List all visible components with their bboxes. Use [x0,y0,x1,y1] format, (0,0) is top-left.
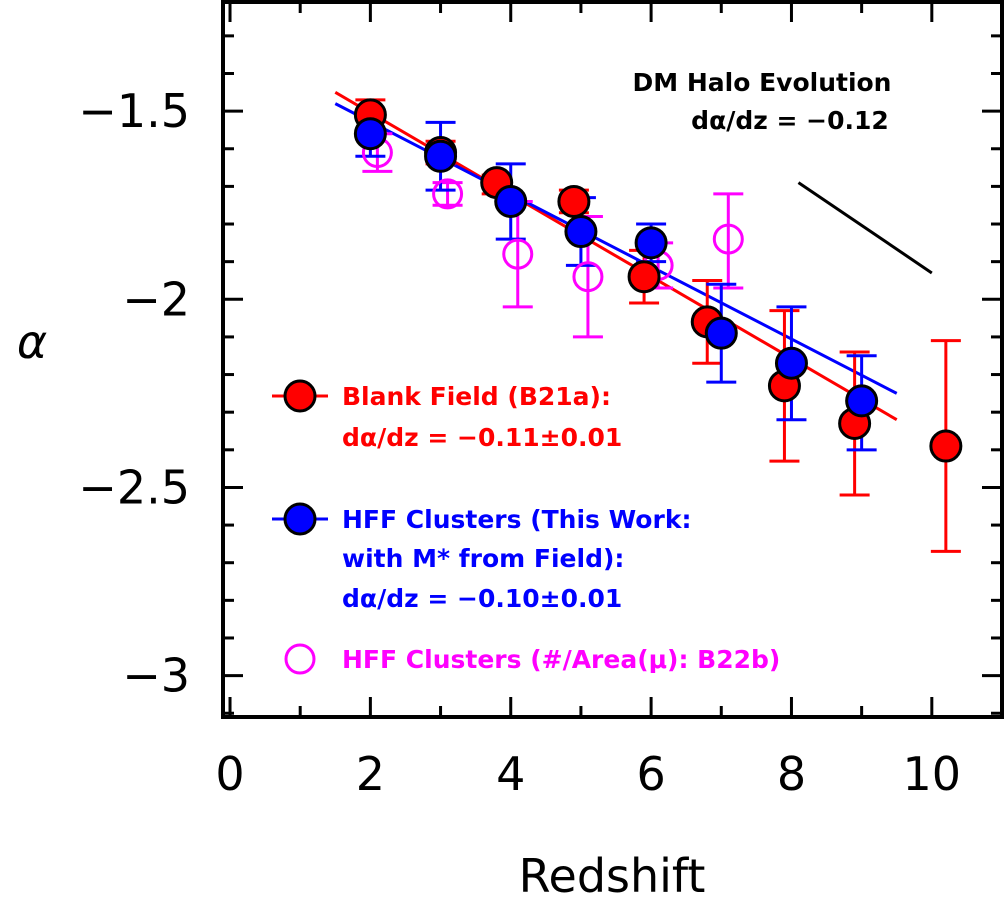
legend-label-hff-b22b: HFF Clusters (#/Area(μ): B22b) [342,645,780,674]
legend-marker-blank-field [283,379,317,413]
y-tick-label: −2.5 [78,460,190,514]
x-axis-title: Redshift [519,849,706,897]
fit-line-series-1 [334,102,898,395]
legend-marker-hff-b22b [284,643,316,675]
tick-labels: 0 2 4 6 8 10 −1.5 −2 −2.5 −3 [78,84,961,801]
x-tick-label: 10 [903,747,962,801]
data-point-open [572,261,604,293]
data-point [845,384,879,418]
data-point-open [432,178,464,210]
legend-label2-hff-clusters: with M* from Field): [342,544,624,573]
y-tick-label: −1.5 [78,84,190,138]
data-point [704,316,738,350]
data-point [557,184,591,218]
x-tick-label: 2 [356,747,385,801]
data-point [424,139,458,173]
x-tick-label: 0 [215,747,244,801]
data-point [564,215,598,249]
data-point [494,184,528,218]
data-point [627,260,661,294]
x-tick-label: 6 [636,747,665,801]
x-tick-label: 4 [496,747,525,801]
legend-label-blank-field: Blank Field (B21a): [342,382,611,411]
y-tick-label: −3 [122,649,190,703]
data-point [353,117,387,151]
plot-frame [221,0,1004,719]
legend: Blank Field (B21a): dα/dz = −0.11±0.01 H… [272,379,780,675]
legend-slope-hff-clusters: dα/dz = −0.10±0.01 [342,584,622,613]
annotation-slope: dα/dz = −0.12 [691,106,889,135]
fit-lines [334,91,933,422]
data-point [774,346,808,380]
x-tick-label: 8 [777,747,806,801]
data-point [634,226,668,260]
y-tick-label: −2 [122,272,190,326]
data-point-open [502,238,534,270]
fit-line-series-0 [334,91,898,422]
legend-marker-hff-clusters [283,502,317,536]
data-markers [353,98,963,463]
y-axis-title: α [17,315,47,369]
axis-ticks [223,2,1004,717]
annotation-title: DM Halo Evolution [633,68,892,97]
legend-label-hff-clusters: HFF Clusters (This Work: [342,505,691,534]
legend-slope-blank-field: dα/dz = −0.11±0.01 [342,423,622,452]
data-point-open [712,223,744,255]
annotation-line [797,181,933,275]
data-point [929,429,963,463]
